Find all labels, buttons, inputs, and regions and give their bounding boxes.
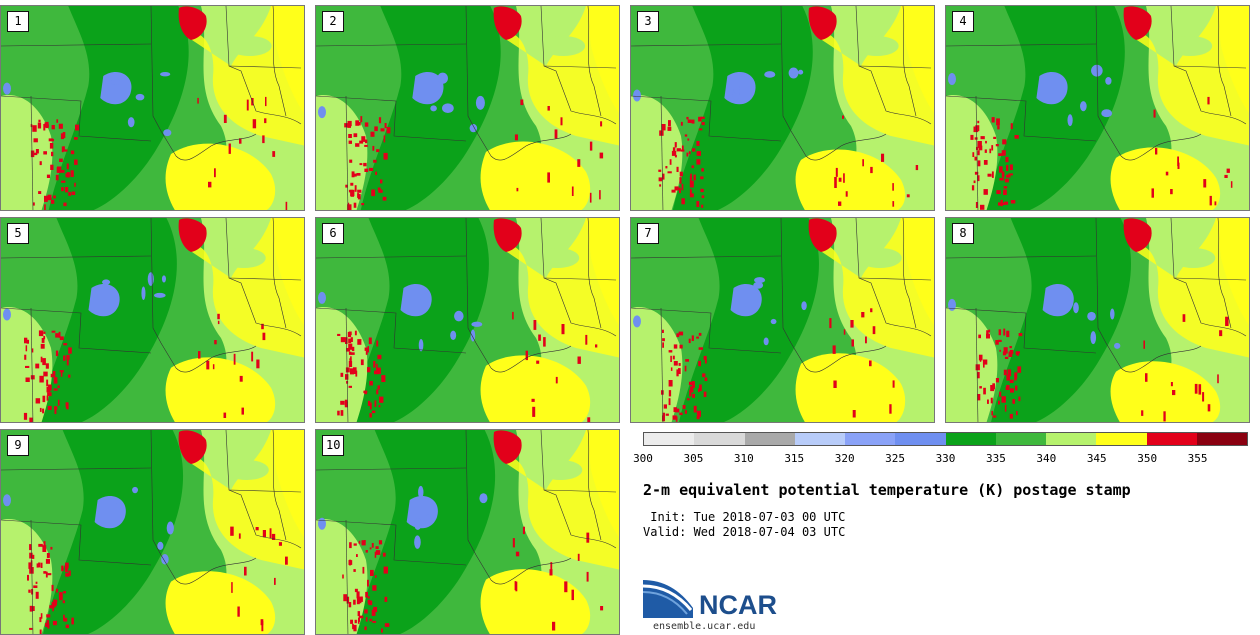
colorbar-tick-label: 355 xyxy=(1187,452,1208,465)
colorbar-bin xyxy=(1146,433,1197,445)
member-panel: 5 xyxy=(0,217,305,423)
member-number-label: 6 xyxy=(322,223,344,244)
member-panel: 2 xyxy=(315,5,620,211)
chart-title: 2-m equivalent potential temperature (K)… xyxy=(643,481,1131,499)
colorbar-bin xyxy=(644,433,695,445)
member-number-label: 9 xyxy=(7,435,29,456)
member-number-label: 4 xyxy=(952,11,974,32)
colorbar-bin xyxy=(845,433,896,445)
valid-time: Valid: Wed 2018-07-04 03 UTC xyxy=(643,525,846,539)
colorbar-tick-label: 325 xyxy=(885,452,906,465)
member-panel: 6 xyxy=(315,217,620,423)
colorbar-tick-label: 305 xyxy=(683,452,704,465)
member-number-label: 8 xyxy=(952,223,974,244)
colorbar-bin xyxy=(995,433,1046,445)
colorbar-bin xyxy=(744,433,795,445)
member-panel: 9 xyxy=(0,429,305,635)
ncar-logo-icon xyxy=(643,580,693,618)
colorbar-tick-label: 335 xyxy=(985,452,1006,465)
colorbar-bin xyxy=(1196,433,1247,445)
colorbar-tick-label: 310 xyxy=(733,452,754,465)
member-panel: 7 xyxy=(630,217,935,423)
colorbar-tick-label: 330 xyxy=(935,452,956,465)
colorbar-tick-label: 320 xyxy=(834,452,855,465)
member-number-label: 7 xyxy=(637,223,659,244)
colorbar-bin xyxy=(945,433,996,445)
member-number-label: 3 xyxy=(637,11,659,32)
member-panel: 8 xyxy=(945,217,1250,423)
member-panel: 10 xyxy=(315,429,620,635)
colorbar-tick-label: 315 xyxy=(784,452,805,465)
colorbar-tick-label: 300 xyxy=(633,452,653,465)
member-panel: 4 xyxy=(945,5,1250,211)
colorbar-bin xyxy=(1046,433,1097,445)
ncar-url: ensemble.ucar.edu xyxy=(653,621,756,632)
init-time: Init: Tue 2018-07-03 00 UTC xyxy=(643,510,846,524)
member-number-label: 1 xyxy=(7,11,29,32)
colorbar-bin xyxy=(794,433,845,445)
colorbar-tick-label: 345 xyxy=(1086,452,1107,465)
colorbar xyxy=(643,432,1248,446)
member-number-label: 5 xyxy=(7,223,29,244)
member-panel: 3 xyxy=(630,5,935,211)
colorbar-bin xyxy=(895,433,946,445)
colorbar-tick-label: 350 xyxy=(1137,452,1158,465)
member-number-label: 2 xyxy=(322,11,344,32)
ncar-logo-text: NCAR xyxy=(699,590,777,620)
colorbar-bin xyxy=(694,433,745,445)
colorbar-tick-label: 340 xyxy=(1036,452,1057,465)
member-number-label: 10 xyxy=(322,435,345,456)
colorbar-bin xyxy=(1096,433,1147,445)
member-panel: 1 xyxy=(0,5,305,211)
